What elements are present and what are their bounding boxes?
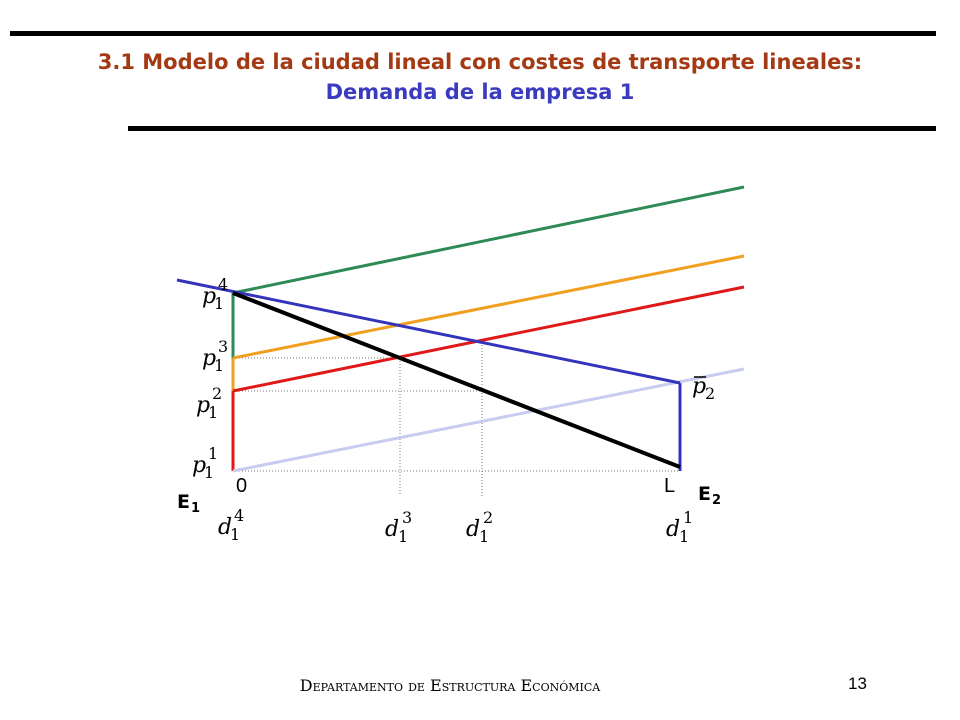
black-demand-line (232, 291, 681, 469)
light-blue-price-line (232, 367, 745, 473)
price-label-p1-3: p 1 3 (202, 337, 228, 375)
demand-label-base: d (466, 517, 480, 542)
firm2-label: E 2 (698, 483, 721, 508)
firm1-letter: E (177, 491, 190, 513)
demand-label-base: d (666, 517, 680, 542)
demand-label-sub: 1 (679, 527, 689, 546)
demand-label-sup: 4 (234, 506, 244, 525)
price-label-base: p (196, 393, 210, 418)
blue-price-line-firm2 (176, 278, 681, 385)
firm2-subscript: 2 (712, 493, 721, 508)
price-label-sub: 1 (204, 463, 214, 482)
footer-department: Departamento de Estructura Económica (299, 676, 601, 695)
demand-label-sup: 1 (683, 508, 693, 527)
price-label-base: p (192, 453, 206, 478)
price-label-sup: 3 (218, 337, 228, 356)
price-label-sub: 1 (208, 403, 218, 422)
demand-label-d1-2: d 1 2 (466, 508, 493, 546)
price-label-sub: 2 (705, 384, 715, 403)
price-label-p1-2: p 1 2 (196, 384, 222, 422)
footer-page-number: 13 (848, 674, 867, 693)
demand-label-d1-1: d 1 1 (666, 508, 693, 546)
price-label-sup: 4 (218, 275, 228, 294)
top-rule (10, 31, 936, 36)
red-price-line (232, 285, 745, 393)
price-label-p1-1: p 1 1 (192, 444, 218, 482)
orange-price-line (232, 254, 745, 360)
demand-label-sub: 1 (230, 525, 240, 544)
price-label-sup: 1 (208, 444, 218, 463)
price-label-base: p (692, 374, 706, 399)
demand-label-base: d (218, 515, 232, 540)
price-label-base: p (202, 284, 216, 309)
slide-title: 3.1 Modelo de la ciudad lineal con coste… (0, 46, 960, 108)
price-label-base: p (202, 346, 216, 371)
price-label-p2-bar: p 2 (692, 374, 715, 403)
firm1-subscript: 1 (191, 501, 200, 516)
title-line-2: Demanda de la empresa 1 (325, 80, 635, 104)
title-underline-rule (128, 126, 936, 131)
demand-label-d1-4: d 1 4 (218, 506, 244, 544)
green-price-line (232, 185, 745, 295)
price-label-sup: 2 (212, 384, 222, 403)
demand-label-sup: 3 (402, 508, 412, 527)
firm2-letter: E (698, 483, 711, 505)
title-line-1: 3.1 Modelo de la ciudad lineal con coste… (97, 50, 863, 74)
demand-label-base: d (385, 517, 399, 542)
origin-label: 0 (236, 475, 247, 497)
demand-label-d1-3: d 1 3 (385, 508, 412, 546)
price-label-sub: 1 (214, 356, 224, 375)
demand-label-sub: 1 (479, 527, 489, 546)
firm1-label: E 1 (177, 491, 200, 516)
end-label-L: L (664, 475, 675, 497)
price-label-sub: 1 (214, 294, 224, 313)
demand-label-sub: 1 (398, 527, 408, 546)
demand-label-sup: 2 (483, 508, 493, 527)
price-label-p1-4: p 1 4 (202, 275, 228, 313)
